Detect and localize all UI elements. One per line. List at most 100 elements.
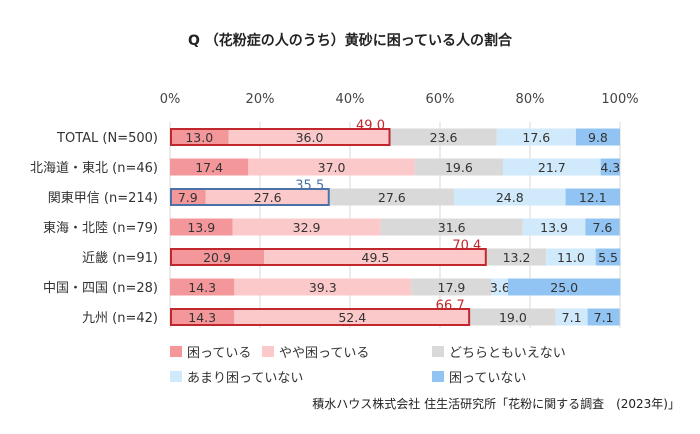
data-label: 21.7 [538, 160, 566, 175]
data-label: 3.6 [490, 280, 510, 295]
bar-segment [170, 308, 235, 326]
x-tick-label: 100% [601, 92, 638, 107]
bar-segment [170, 158, 249, 176]
bar-segment [390, 128, 497, 146]
bar-segment [380, 218, 523, 236]
data-label: 25.0 [550, 280, 578, 295]
data-label: 19.0 [499, 310, 527, 325]
bar-segment [232, 218, 381, 236]
legend-label: どちらともいえない [449, 346, 566, 361]
data-label: 31.6 [438, 220, 466, 235]
legend-label: やや困っている [279, 346, 369, 361]
bar-segment [575, 128, 620, 146]
bar-segment [503, 158, 601, 176]
data-label: 36.0 [296, 130, 324, 145]
data-label: 24.8 [496, 190, 524, 205]
bars: TOTAL (N=500) 13.0 36.0 23.6 17.6 9.8 北海道・東北 (… [30, 119, 621, 326]
category-label: 北海道・東北 (n=46) [30, 160, 158, 176]
bar-segment [234, 278, 412, 296]
legend-label: あまり困っていない [187, 371, 303, 386]
legend-swatch [170, 371, 182, 382]
category-label: TOTAL (N=500) [56, 131, 158, 146]
source-note: 積水ハウス株式会社 住生活研究所「花粉に関する調査 (2023年)」 [312, 396, 680, 411]
bar-segment [522, 218, 586, 236]
data-label: 13.2 [503, 250, 531, 265]
bar-segment [414, 158, 503, 176]
highlight-box [170, 308, 471, 326]
bar-segment [228, 128, 391, 146]
data-label: 14.3 [188, 280, 216, 295]
data-label: 20.9 [203, 250, 231, 265]
chart-title: Q （花粉症の人のうち）黄砂に困っている人の割合 [188, 32, 513, 49]
category-label: 九州 (n=42) [82, 311, 158, 326]
data-label: 49.5 [362, 250, 390, 265]
bar-segment [205, 188, 330, 206]
bar-segment [486, 248, 547, 266]
bar-segment [595, 248, 621, 266]
data-label: 9.8 [588, 130, 608, 145]
data-label: 12.1 [579, 190, 607, 205]
category-label: 中国・四国 (n=28) [43, 281, 158, 296]
data-label: 17.6 [522, 130, 550, 145]
highlight-box [170, 128, 391, 146]
x-tick-label: 0% [160, 92, 181, 107]
data-label: 23.6 [430, 130, 458, 145]
legend-label: 困っている [187, 346, 251, 361]
data-label: 32.9 [293, 220, 321, 235]
legend-label: 困っていない [449, 371, 526, 386]
bar-segment [170, 218, 233, 236]
data-label: 4.3 [600, 160, 620, 175]
highlight-box [170, 248, 487, 266]
category-label: 近畿 (n=91) [82, 251, 158, 266]
total-label: 70.4 [452, 239, 481, 254]
data-label: 13.9 [540, 220, 568, 235]
highlight-box [170, 188, 330, 206]
bar-segment [234, 308, 471, 326]
data-label: 13.9 [187, 220, 215, 235]
category-label: 関東甲信 (n=214) [48, 190, 158, 206]
data-label: 19.6 [445, 160, 473, 175]
data-label: 27.6 [378, 190, 406, 205]
legend-swatch [432, 371, 444, 382]
bar-segment [264, 248, 487, 266]
data-label: 7.1 [562, 310, 582, 325]
data-label: 14.3 [188, 310, 216, 325]
data-label: 52.4 [338, 310, 366, 325]
x-tick-label: 40% [336, 92, 365, 107]
x-tick-label: 20% [246, 92, 275, 107]
bar-segment [496, 128, 576, 146]
data-label: 7.1 [594, 310, 614, 325]
bar-segment [491, 278, 508, 296]
data-label: 27.6 [254, 190, 282, 205]
bar-segment [555, 308, 588, 326]
bar-segment [411, 278, 492, 296]
data-label: 17.9 [438, 280, 466, 295]
total-label: 66.7 [436, 299, 465, 314]
bar-segment [546, 248, 596, 266]
x-tick-label: 60% [426, 92, 455, 107]
data-label: 7.6 [593, 220, 613, 235]
total-label: 49.0 [356, 119, 385, 134]
data-label: 11.0 [557, 250, 585, 265]
bar-segment [170, 128, 229, 146]
legend-swatch [262, 346, 274, 357]
bar-segment [248, 158, 415, 176]
data-label: 5.5 [598, 250, 618, 265]
category-label: 東海・北陸 (n=79) [43, 220, 158, 236]
legend-swatch [432, 346, 444, 357]
bar-segment [170, 278, 235, 296]
data-label: 17.4 [195, 160, 223, 175]
data-label: 13.0 [185, 130, 213, 145]
total-label: 35.5 [295, 179, 324, 194]
bar-segment [587, 308, 620, 326]
bar-segment [170, 248, 265, 266]
x-tick-label: 80% [516, 92, 545, 107]
bar-segment [507, 278, 621, 296]
bar-segment [329, 188, 454, 206]
data-label: 37.0 [318, 160, 346, 175]
legend-swatch [170, 346, 182, 357]
data-label: 39.3 [309, 280, 337, 295]
bar-segment [453, 188, 566, 206]
